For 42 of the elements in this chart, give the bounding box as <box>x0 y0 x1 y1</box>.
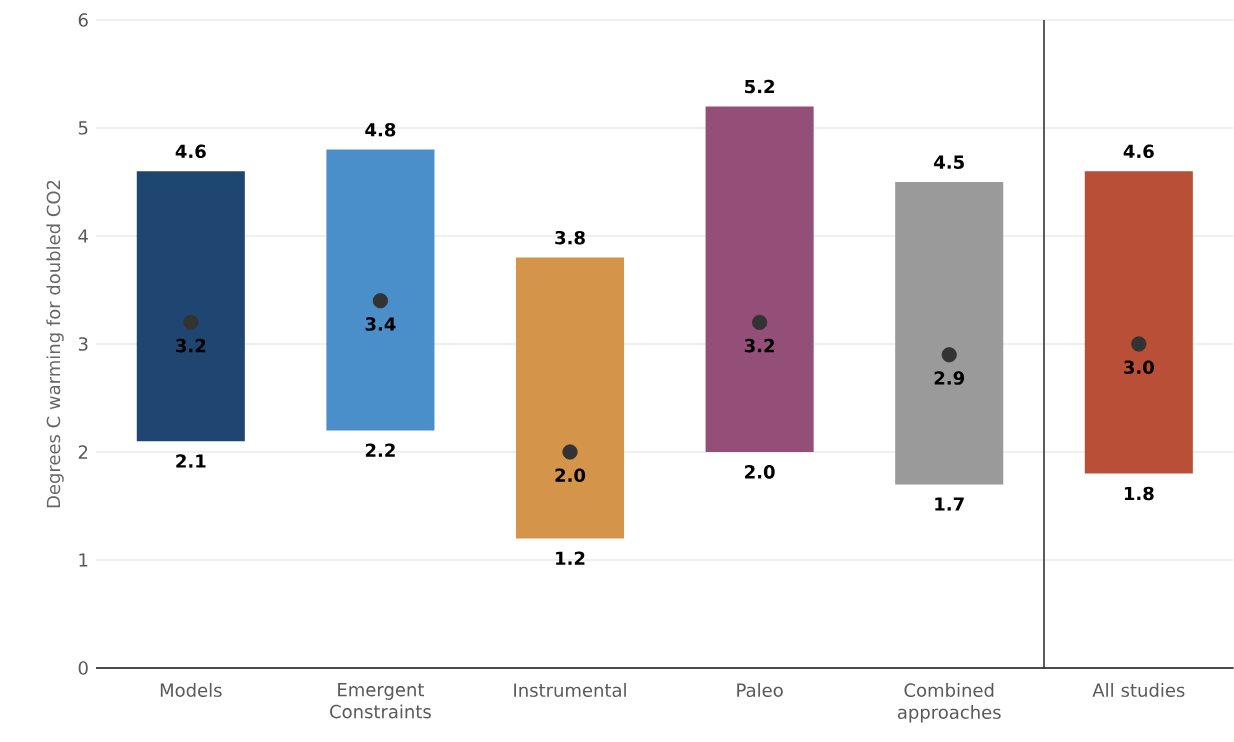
annotation: 5.2 <box>745 79 775 94</box>
data-label: 3.2 <box>176 338 206 353</box>
data-label: 3.0 <box>1124 360 1154 374</box>
point <box>752 314 768 330</box>
y-tick-label: 0 <box>78 661 88 675</box>
bar <box>136 171 245 442</box>
annotation: 4.6 <box>1123 144 1154 159</box>
data-label: 2.9 <box>934 371 965 385</box>
y-tick-label: 5 <box>78 121 88 135</box>
annotation: 2.0 <box>745 465 775 479</box>
data-label: 2.0 <box>555 468 586 482</box>
y-tick-label: 1 <box>79 553 88 567</box>
annotation: 4.5 <box>934 155 964 169</box>
x-tick-label: All studies <box>1092 683 1185 697</box>
data-label: 3.4 <box>365 317 396 331</box>
x-tick-label: Instrumental <box>514 683 626 697</box>
x-tick-label: Combined approaches <box>897 683 1001 723</box>
annotation: 4.8 <box>365 122 396 137</box>
annotation: 2.1 <box>176 454 206 468</box>
y-tick-label: 6 <box>78 13 88 27</box>
point <box>372 293 389 309</box>
annotation: 1.2 <box>556 551 585 565</box>
y-tick-label: 3 <box>78 337 88 351</box>
x-tick-label: Models <box>160 683 222 697</box>
y-tick-label: 4 <box>78 229 88 243</box>
point <box>562 444 578 460</box>
x-tick-label: Emergent Constraints <box>330 683 431 719</box>
point <box>183 314 199 330</box>
annotation: 2.2 <box>365 443 395 457</box>
annotation: 3.8 <box>555 230 585 245</box>
annotation: 4.6 <box>175 144 206 159</box>
bar <box>326 149 435 431</box>
annotation: 1.7 <box>935 497 964 511</box>
bar <box>705 106 814 452</box>
bar <box>515 257 625 539</box>
data-label: 3.2 <box>744 338 775 353</box>
point <box>941 347 957 363</box>
y-axis-title: Degrees C warming for doubled CO2 <box>46 180 64 508</box>
x-tick-label: Paleo <box>737 683 783 697</box>
bar <box>895 181 1004 485</box>
annotation: 1.8 <box>1124 486 1154 501</box>
y-tick-label: 2 <box>78 445 88 459</box>
